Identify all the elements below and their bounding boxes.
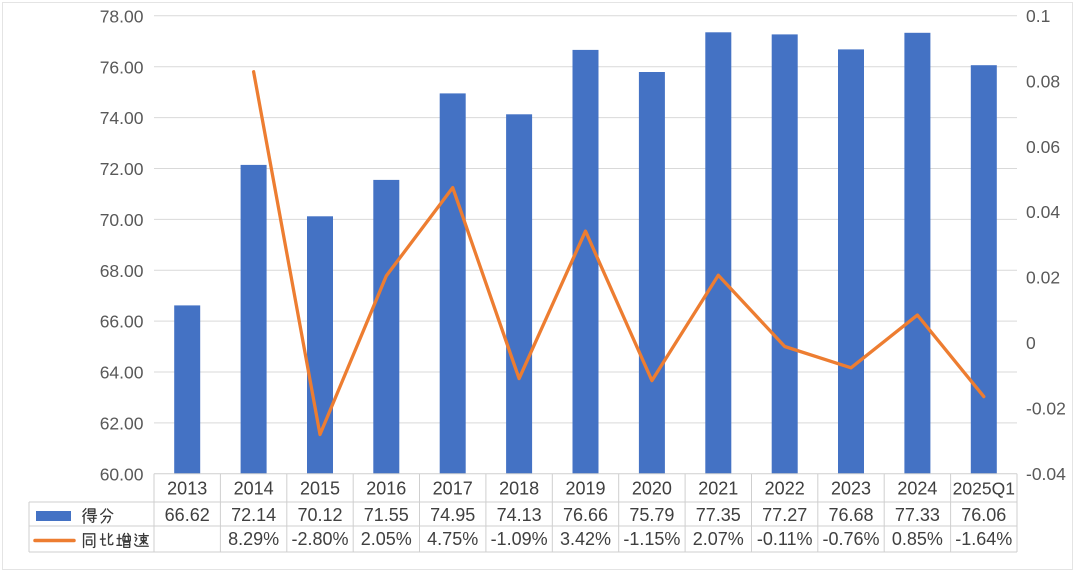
svg-text:-1.64%: -1.64%	[955, 529, 1012, 549]
svg-text:74.00: 74.00	[100, 108, 144, 128]
svg-text:70.00: 70.00	[100, 210, 144, 230]
svg-text:-0.11%: -0.11%	[757, 529, 813, 549]
svg-text:72.14: 72.14	[231, 505, 276, 525]
svg-text:0.02: 0.02	[1026, 268, 1060, 288]
svg-text:2024: 2024	[897, 479, 937, 499]
svg-text:70.12: 70.12	[297, 505, 342, 525]
svg-text:3.42%: 3.42%	[560, 529, 611, 549]
svg-text:2023: 2023	[831, 479, 871, 499]
svg-text:-0.76%: -0.76%	[822, 529, 879, 549]
svg-text:0.06: 0.06	[1026, 137, 1060, 157]
svg-text:2015: 2015	[300, 479, 340, 499]
svg-text:8.29%: 8.29%	[228, 529, 279, 549]
svg-text:0.04: 0.04	[1026, 202, 1060, 222]
svg-text:-2.80%: -2.80%	[291, 529, 348, 549]
svg-text:77.27: 77.27	[762, 505, 807, 525]
svg-text:2022: 2022	[765, 479, 805, 499]
svg-text:2018: 2018	[499, 479, 539, 499]
svg-text:71.55: 71.55	[364, 505, 409, 525]
svg-text:62.00: 62.00	[100, 414, 144, 434]
svg-text:77.35: 77.35	[696, 505, 741, 525]
svg-text:0.08: 0.08	[1026, 71, 1060, 91]
svg-text:0.1: 0.1	[1026, 6, 1050, 26]
svg-text:64.00: 64.00	[100, 363, 144, 383]
svg-text:2013: 2013	[167, 479, 207, 499]
svg-text:0.85%: 0.85%	[892, 529, 943, 549]
svg-text:2016: 2016	[366, 479, 406, 499]
svg-text:-1.15%: -1.15%	[623, 529, 680, 549]
svg-text:78.00: 78.00	[100, 6, 144, 26]
svg-text:4.75%: 4.75%	[427, 529, 478, 549]
svg-text:2020: 2020	[632, 479, 672, 499]
svg-text:68.00: 68.00	[100, 261, 144, 281]
svg-text:74.13: 74.13	[497, 505, 542, 525]
svg-text:75.79: 75.79	[629, 505, 674, 525]
svg-text:-0.02: -0.02	[1026, 399, 1066, 419]
svg-text:60.00: 60.00	[100, 464, 144, 484]
svg-text:74.95: 74.95	[430, 505, 475, 525]
svg-text:-0.04: -0.04	[1026, 464, 1066, 484]
svg-text:76.00: 76.00	[100, 57, 144, 77]
svg-text:0: 0	[1026, 333, 1036, 353]
svg-text:77.33: 77.33	[895, 505, 940, 525]
svg-text:2.07%: 2.07%	[693, 529, 744, 549]
svg-text:66.00: 66.00	[100, 312, 144, 332]
svg-text:76.66: 76.66	[563, 505, 608, 525]
svg-text:2021: 2021	[698, 479, 738, 499]
svg-text:66.62: 66.62	[165, 505, 210, 525]
svg-text:2.05%: 2.05%	[361, 529, 412, 549]
svg-text:-1.09%: -1.09%	[491, 529, 548, 549]
svg-text:72.00: 72.00	[100, 159, 144, 179]
svg-text:76.06: 76.06	[961, 505, 1006, 525]
svg-text:2019: 2019	[565, 479, 605, 499]
svg-text:2017: 2017	[433, 479, 473, 499]
svg-text:2025Q1: 2025Q1	[953, 479, 1015, 499]
svg-text:2014: 2014	[234, 479, 274, 499]
svg-text:76.68: 76.68	[828, 505, 873, 525]
